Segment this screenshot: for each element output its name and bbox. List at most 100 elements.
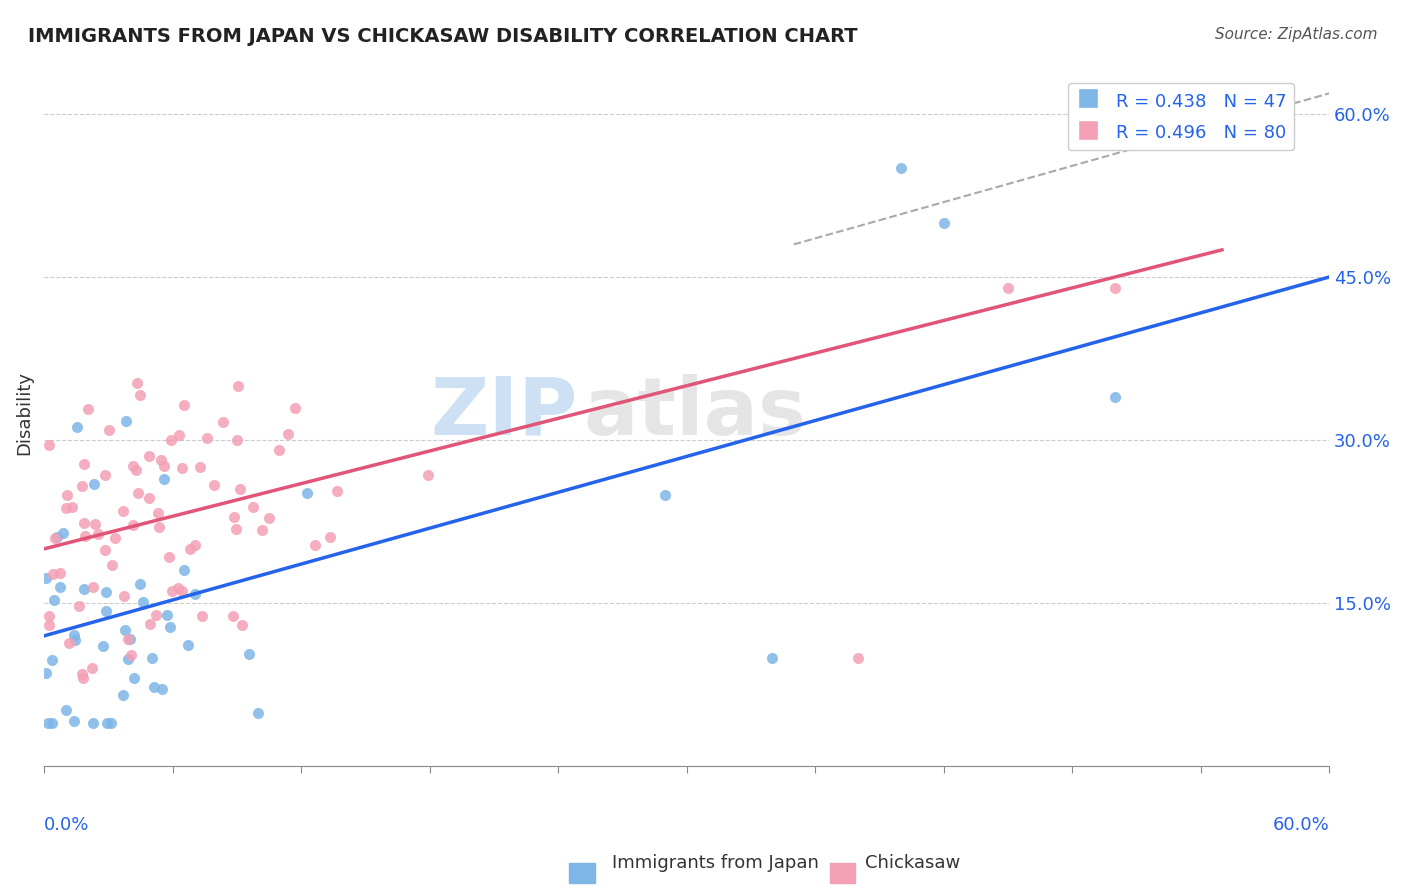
Point <box>150 453 173 467</box>
Point <box>997 281 1019 295</box>
Point <box>55 703 77 717</box>
Point <box>73 457 96 471</box>
Point <box>49 566 72 581</box>
Point <box>129 577 152 591</box>
Point <box>172 583 194 598</box>
Text: atlas: atlas <box>583 374 807 452</box>
Point <box>162 584 184 599</box>
Point <box>38 608 60 623</box>
Point <box>49 581 72 595</box>
Text: Source: ZipAtlas.com: Source: ZipAtlas.com <box>1215 27 1378 42</box>
Point <box>84 517 107 532</box>
Point <box>111 688 134 702</box>
Point <box>318 530 340 544</box>
Point <box>82 580 104 594</box>
Point <box>226 434 249 448</box>
Point <box>117 632 139 646</box>
Point <box>100 558 122 572</box>
Point <box>229 482 252 496</box>
Point <box>138 449 160 463</box>
Point <box>60 500 83 515</box>
Point <box>63 628 86 642</box>
Point <box>97 424 120 438</box>
Point <box>191 608 214 623</box>
Point <box>96 715 118 730</box>
Point <box>121 458 143 473</box>
Point <box>155 607 177 622</box>
Point <box>304 538 326 552</box>
Point <box>170 461 193 475</box>
Point <box>80 660 103 674</box>
Point <box>250 523 273 537</box>
Point <box>72 671 94 685</box>
Point <box>141 651 163 665</box>
Point <box>166 581 188 595</box>
Point <box>129 388 152 402</box>
Point <box>63 632 86 647</box>
Point <box>295 485 318 500</box>
Point <box>188 460 211 475</box>
Point <box>846 650 869 665</box>
Point <box>46 530 69 544</box>
Point <box>132 595 155 609</box>
Point <box>127 485 149 500</box>
Point <box>202 478 225 492</box>
Text: 0.0%: 0.0% <box>44 816 90 834</box>
Point <box>55 488 77 502</box>
Point <box>94 543 117 558</box>
Point <box>72 479 94 493</box>
Point <box>212 415 235 429</box>
Point <box>173 563 195 577</box>
Point <box>326 483 349 498</box>
Point <box>269 443 291 458</box>
Point <box>159 619 181 633</box>
Point <box>247 706 270 720</box>
Point <box>94 585 117 599</box>
Point <box>35 571 58 585</box>
Text: Immigrants from Japan: Immigrants from Japan <box>612 855 818 872</box>
Text: Chickasaw: Chickasaw <box>865 855 960 872</box>
Point <box>125 463 148 477</box>
Point <box>179 542 201 557</box>
Legend: R = 0.438   N = 47, R = 0.496   N = 80: R = 0.438 N = 47, R = 0.496 N = 80 <box>1067 83 1295 150</box>
Point <box>94 604 117 618</box>
Point <box>152 681 174 696</box>
Point <box>67 599 90 614</box>
Point <box>138 491 160 506</box>
Point <box>112 504 135 518</box>
Point <box>1104 281 1126 295</box>
Point <box>195 431 218 445</box>
Point <box>157 549 180 564</box>
Point <box>932 216 955 230</box>
Point <box>257 510 280 524</box>
Point <box>114 623 136 637</box>
Point <box>41 652 63 666</box>
Point <box>37 715 59 730</box>
Point <box>120 648 142 662</box>
Point <box>83 477 105 491</box>
Point <box>226 379 249 393</box>
Point <box>44 531 66 545</box>
Point <box>176 639 198 653</box>
Point <box>115 414 138 428</box>
Point <box>42 567 65 582</box>
Text: 60.0%: 60.0% <box>1272 816 1329 834</box>
Point <box>66 420 89 434</box>
Point <box>139 616 162 631</box>
Point <box>238 648 260 662</box>
Point <box>104 531 127 545</box>
Point <box>94 467 117 482</box>
Point <box>73 516 96 531</box>
Point <box>153 472 176 486</box>
Point <box>225 522 247 536</box>
Point <box>35 665 58 680</box>
Point <box>77 401 100 416</box>
Text: ZIP: ZIP <box>430 374 578 452</box>
Point <box>38 617 60 632</box>
Point <box>173 398 195 412</box>
Point <box>231 617 253 632</box>
Point <box>184 587 207 601</box>
Point <box>44 593 66 607</box>
Point <box>52 526 75 541</box>
Point <box>222 509 245 524</box>
